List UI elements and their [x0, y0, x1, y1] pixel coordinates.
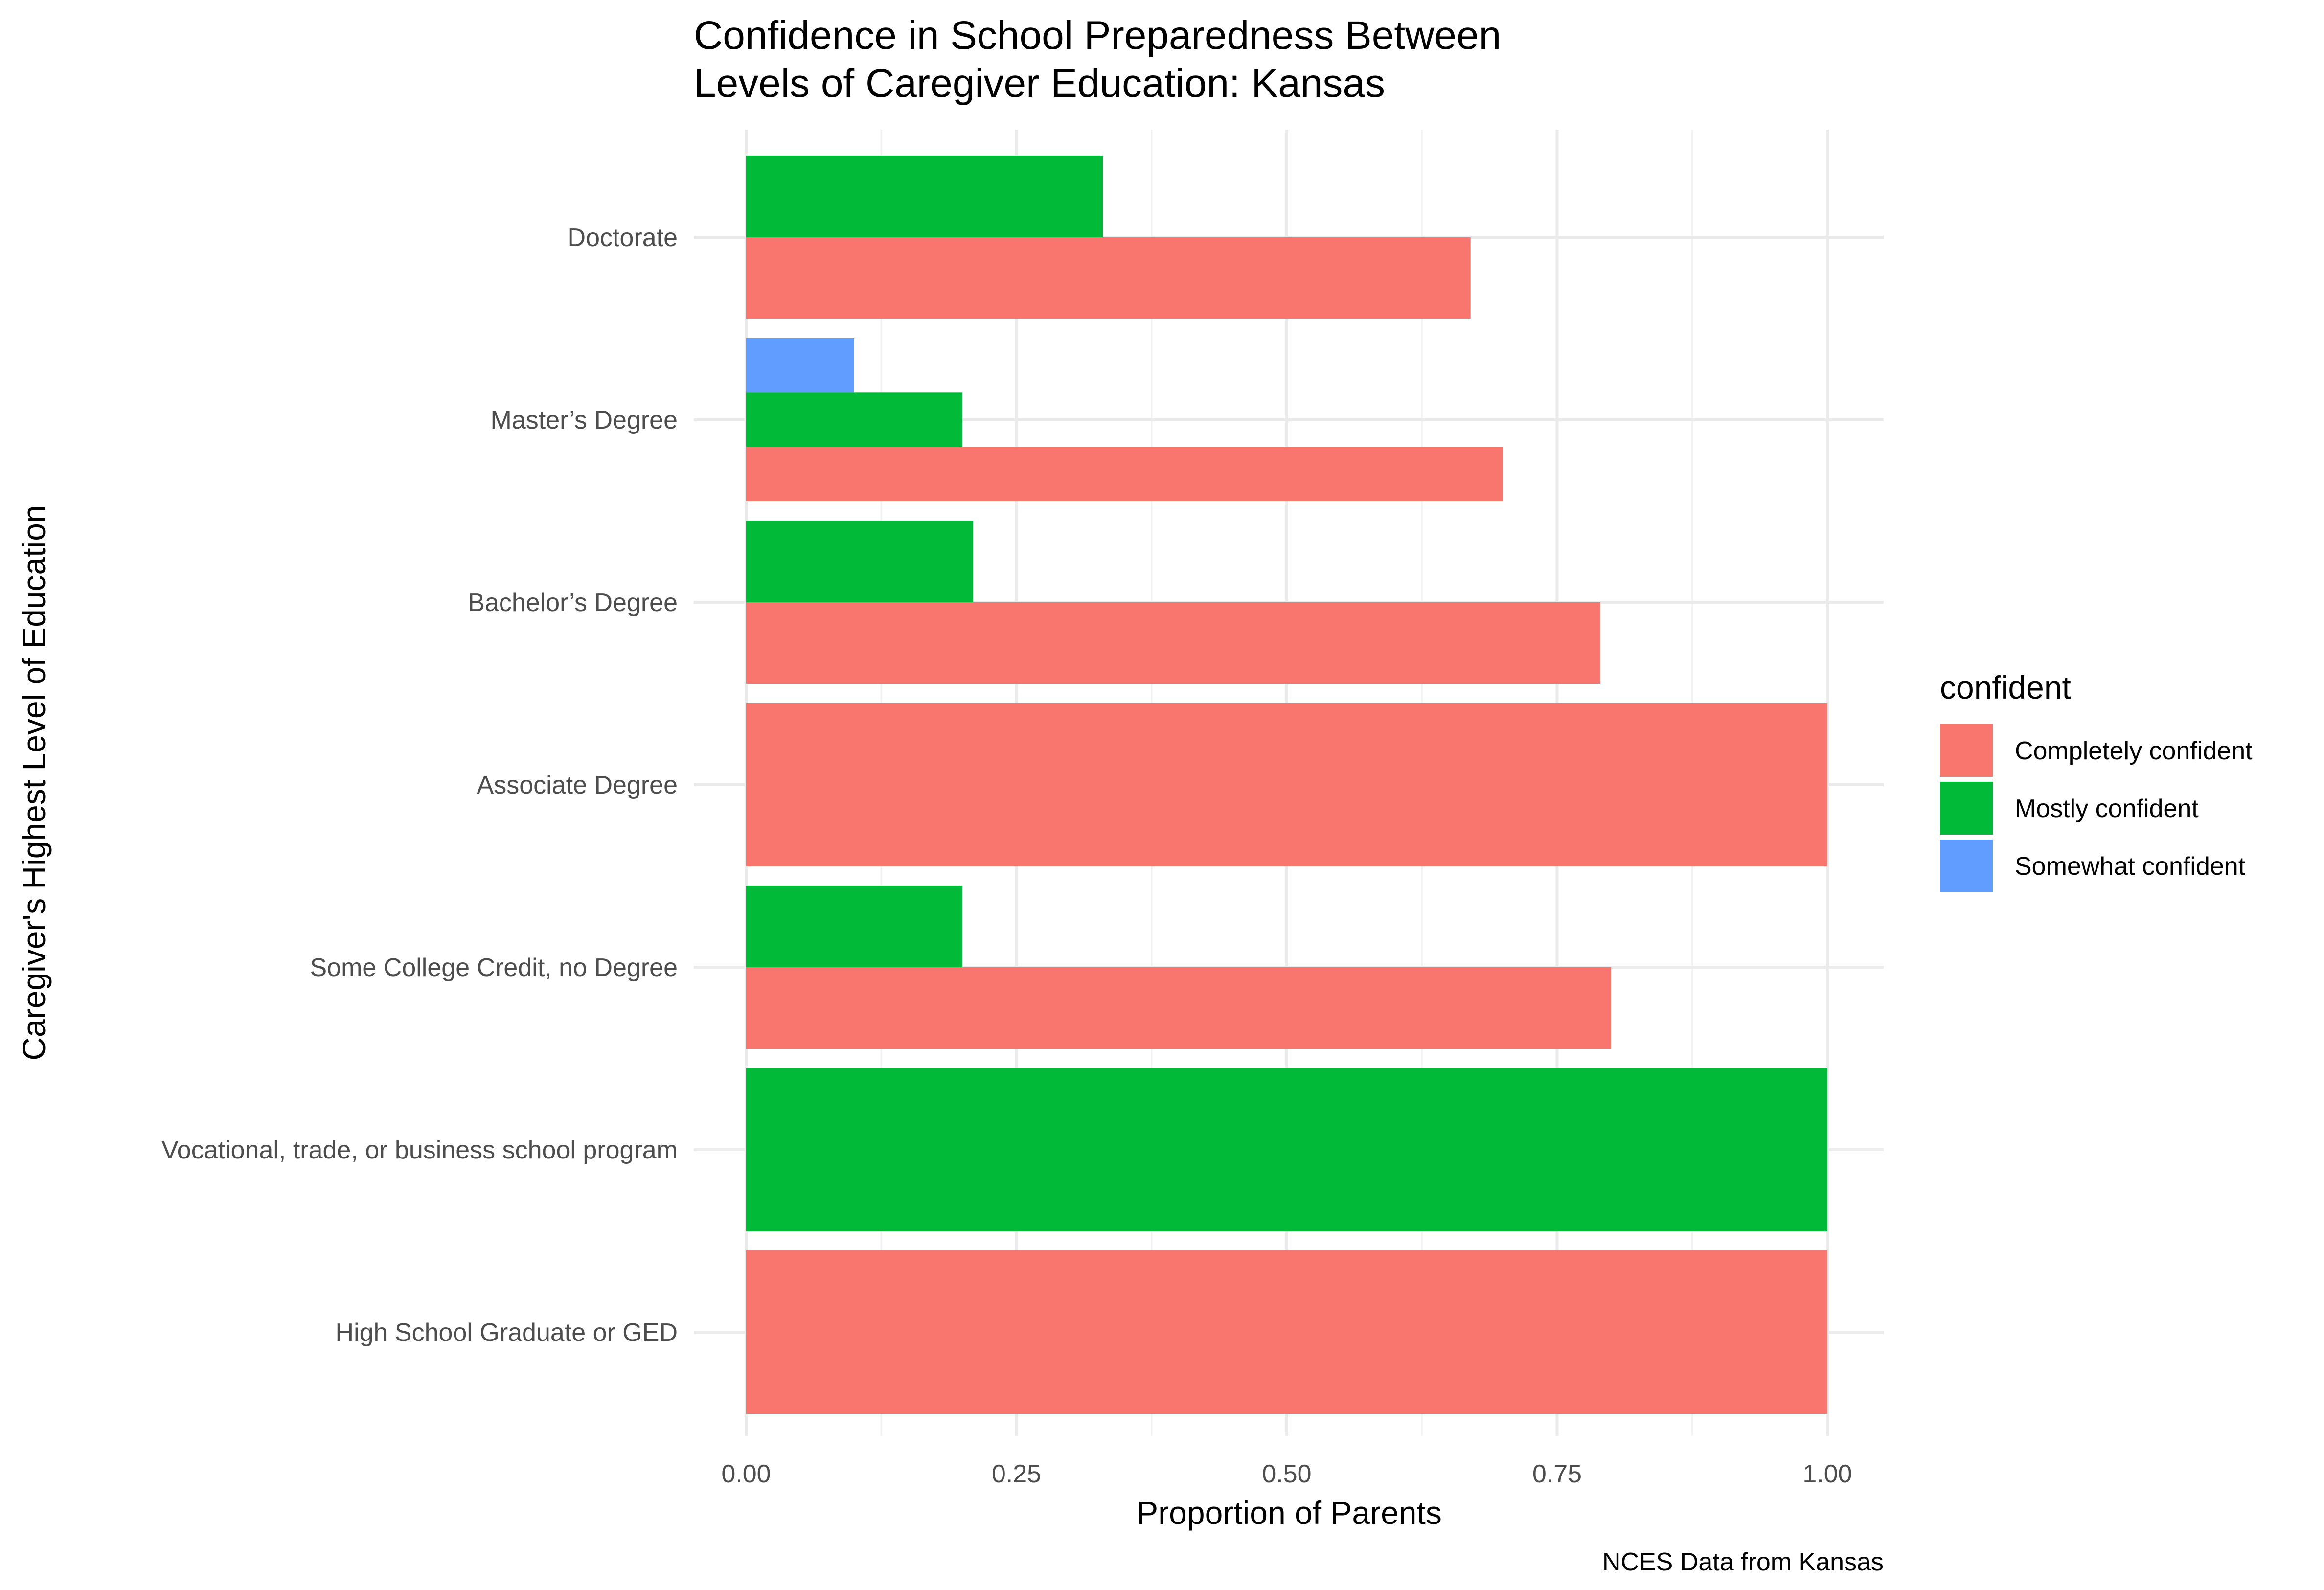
y-tick-labels: Doctorate Master’s Degree Bachelor’s Degre… — [161, 224, 678, 1347]
legend-label: Completely confident — [2015, 737, 2253, 765]
x-tick-label: 1.00 — [1802, 1460, 1852, 1488]
bar — [746, 1250, 1827, 1414]
x-tick-label: 0.25 — [992, 1460, 1041, 1488]
bar — [746, 392, 962, 447]
bar — [746, 703, 1827, 866]
legend-key — [1940, 724, 1993, 777]
x-tick-labels: 0.00 0.25 0.50 0.75 1.00 — [721, 1460, 1852, 1488]
legend-label: Mostly confident — [2015, 795, 2199, 823]
x-tick-label: 0.50 — [1262, 1460, 1311, 1488]
bar — [746, 886, 962, 967]
y-tick-label: Some College Credit, no Degree — [310, 954, 678, 982]
bar — [746, 338, 854, 393]
bar — [746, 237, 1471, 319]
y-tick-label: Bachelor’s Degree — [468, 589, 678, 617]
x-axis-title: Proportion of Parents — [1137, 1495, 1442, 1531]
caption: NCES Data from Kansas — [1602, 1548, 1884, 1576]
y-tick-label: High School Graduate or GED — [336, 1318, 678, 1347]
bar — [746, 447, 1503, 501]
y-tick-label: Associate Degree — [477, 771, 678, 799]
bar — [746, 521, 974, 602]
bar — [746, 156, 1103, 237]
bar — [746, 1068, 1827, 1231]
bar — [746, 602, 1600, 684]
chart-title: Confidence in School Preparedness Betwee… — [694, 13, 1501, 58]
y-tick-label: Vocational, trade, or business school pr… — [161, 1136, 678, 1164]
legend-title: confident — [1940, 669, 2071, 705]
bar — [746, 967, 1611, 1049]
chart-title-line2: Levels of Caregiver Education: Kansas — [694, 61, 1385, 106]
y-tick-label: Master’s Degree — [491, 406, 678, 434]
legend-key — [1940, 782, 1993, 835]
x-tick-label: 0.00 — [721, 1460, 771, 1488]
x-tick-label: 0.75 — [1532, 1460, 1582, 1488]
bars — [746, 156, 1827, 1414]
legend-label: Somewhat confident — [2015, 852, 2246, 881]
legend-key — [1940, 840, 1993, 892]
legend: confident Completely confident Mostly con… — [1940, 669, 2253, 892]
y-tick-label: Doctorate — [568, 224, 678, 252]
y-axis-title: Caregiver's Highest Level of Education — [16, 505, 52, 1060]
